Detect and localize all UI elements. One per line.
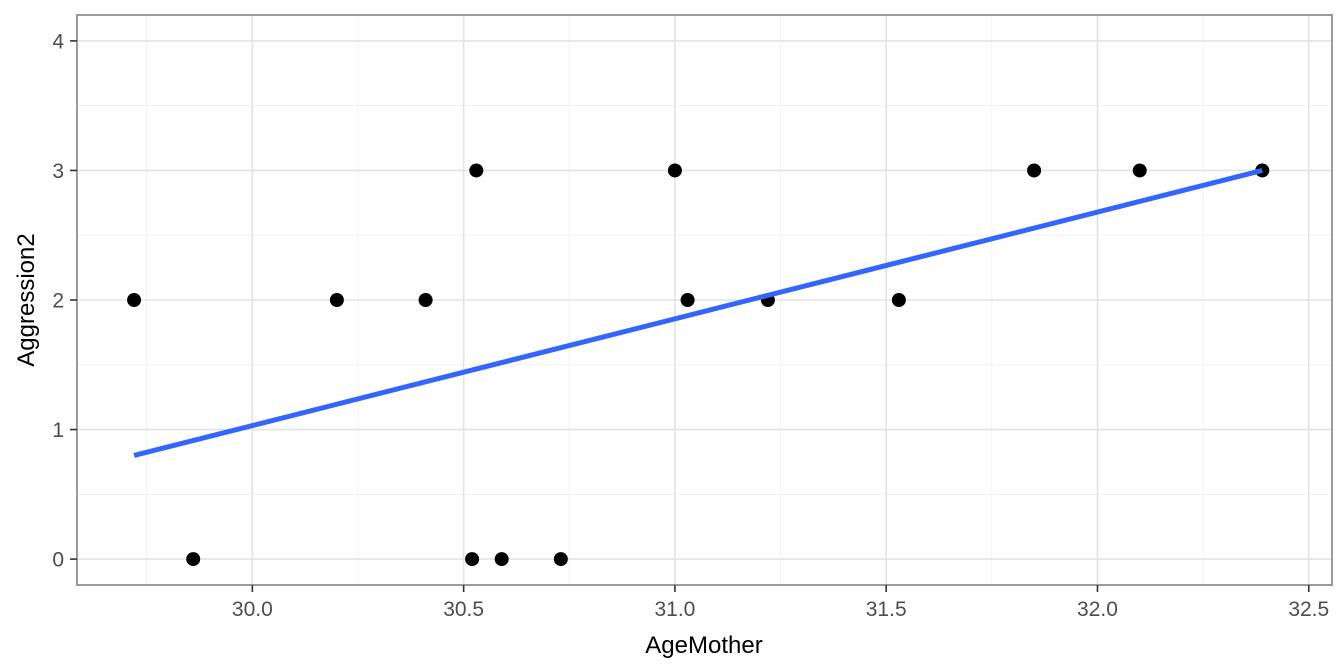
y-tick-label: 2 [52,290,64,313]
regression-line [133,168,1263,458]
data-point [553,552,568,567]
data-point [127,293,142,307]
data-point [667,163,682,178]
data-point [186,552,201,567]
data-point [469,163,484,178]
x-axis-title: AgeMother [645,632,763,659]
y-tick-label: 0 [52,549,64,572]
x-tick-label: 32.5 [1288,598,1329,621]
y-tick-label: 4 [52,30,64,53]
data-point [1027,163,1042,178]
x-tick-label: 31.0 [654,598,695,621]
data-point [1132,163,1147,178]
x-tick-label: 32.0 [1077,598,1118,621]
x-tick-label: 31.5 [866,598,907,621]
data-point [680,293,695,307]
data-point [891,293,906,307]
x-tick-label: 30.0 [232,598,273,621]
data-point [465,552,480,567]
y-tick-label: 1 [52,419,64,442]
y-axis-title: Aggression2 [13,233,40,367]
data-point [494,552,509,567]
y-tick-label: 3 [52,160,64,183]
data-point [418,293,433,307]
x-tick-label: 30.5 [443,598,484,621]
data-point [329,293,344,307]
